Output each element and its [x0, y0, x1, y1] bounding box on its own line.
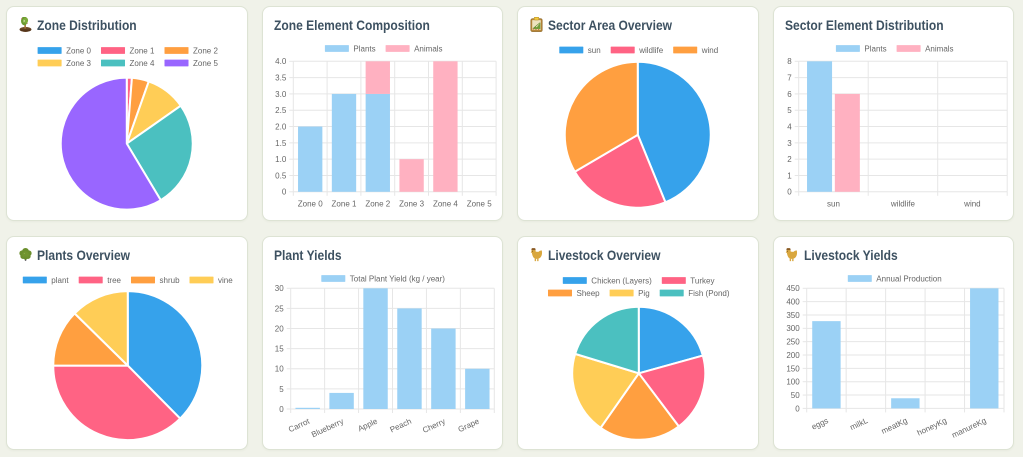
svg-text:0: 0	[795, 404, 800, 413]
svg-text:Animals: Animals	[414, 44, 442, 53]
svg-text:2.5: 2.5	[275, 106, 287, 115]
svg-text:1: 1	[787, 171, 792, 180]
svg-text:8: 8	[787, 57, 792, 66]
svg-text:Sheep: Sheep	[577, 288, 601, 297]
svg-text:2.0: 2.0	[275, 122, 287, 131]
svg-text:Grape: Grape	[456, 416, 480, 434]
svg-text:300: 300	[786, 324, 800, 333]
svg-text:25: 25	[274, 304, 283, 313]
svg-text:2: 2	[787, 155, 792, 164]
svg-text:Pig: Pig	[638, 288, 650, 297]
svg-text:400: 400	[786, 297, 800, 306]
svg-text:Total Plant Yield (kg / year): Total Plant Yield (kg / year)	[349, 274, 444, 283]
svg-text:Zone 0: Zone 0	[66, 46, 91, 55]
svg-text:3.5: 3.5	[275, 74, 287, 83]
svg-text:0: 0	[281, 188, 286, 197]
svg-text:meatKg: meatKg	[879, 416, 908, 436]
svg-text:6: 6	[787, 90, 792, 99]
svg-text:Zone 0: Zone 0	[297, 199, 322, 208]
svg-text:Zone 2: Zone 2	[365, 199, 390, 208]
svg-text:1.0: 1.0	[275, 155, 287, 164]
svg-text:sun: sun	[588, 46, 601, 55]
svg-text:wind: wind	[701, 46, 718, 55]
svg-text:50: 50	[790, 390, 799, 399]
svg-text:0: 0	[279, 404, 284, 413]
svg-text:sun: sun	[827, 199, 840, 208]
svg-text:4: 4	[787, 122, 792, 131]
svg-text:Zone 3: Zone 3	[66, 59, 91, 68]
svg-text:Plants: Plants	[353, 44, 375, 53]
svg-text:30: 30	[274, 284, 283, 293]
svg-text:1.5: 1.5	[275, 139, 287, 148]
svg-text:Annual Production: Annual Production	[876, 274, 941, 283]
svg-text:tree: tree	[107, 275, 121, 284]
svg-text:0: 0	[787, 188, 792, 197]
svg-text:0.5: 0.5	[275, 171, 287, 180]
svg-text:Zone 1: Zone 1	[331, 199, 356, 208]
svg-text:250: 250	[786, 337, 800, 346]
svg-text:manureKg: manureKg	[950, 416, 987, 440]
svg-text:3.0: 3.0	[275, 90, 287, 99]
svg-text:Peach: Peach	[388, 416, 412, 434]
svg-text:Zone 4: Zone 4	[130, 59, 155, 68]
svg-text:450: 450	[786, 284, 800, 293]
svg-text:eggs: eggs	[810, 416, 830, 431]
svg-text:Animals: Animals	[925, 44, 953, 53]
svg-text:10: 10	[274, 364, 283, 373]
svg-text:3: 3	[787, 139, 792, 148]
svg-text:20: 20	[274, 324, 283, 333]
svg-text:100: 100	[786, 377, 800, 386]
svg-text:milkL: milkL	[848, 415, 869, 431]
svg-text:4.0: 4.0	[275, 57, 287, 66]
svg-text:vine: vine	[218, 275, 233, 284]
svg-text:200: 200	[786, 350, 800, 359]
svg-text:honeyKg: honeyKg	[915, 416, 947, 438]
svg-text:Apple: Apple	[356, 416, 379, 433]
svg-text:Cherry: Cherry	[421, 416, 447, 434]
svg-text:7: 7	[787, 74, 792, 83]
svg-text:15: 15	[274, 344, 283, 353]
svg-text:Zone 5: Zone 5	[466, 199, 491, 208]
svg-text:Zone 2: Zone 2	[193, 46, 218, 55]
svg-text:wildlife: wildlife	[638, 46, 664, 55]
svg-text:Zone 4: Zone 4	[432, 199, 457, 208]
svg-text:shrub: shrub	[160, 275, 181, 284]
svg-text:Carrot: Carrot	[287, 416, 312, 434]
svg-text:350: 350	[786, 310, 800, 319]
svg-text:Fish (Pond): Fish (Pond)	[688, 288, 730, 297]
svg-text:plant: plant	[51, 275, 69, 284]
svg-text:150: 150	[786, 364, 800, 373]
svg-text:5: 5	[279, 384, 284, 393]
svg-text:wind: wind	[963, 199, 980, 208]
svg-text:Plants: Plants	[864, 44, 886, 53]
svg-text:Chicken (Layers): Chicken (Layers)	[591, 276, 652, 285]
svg-text:5: 5	[787, 106, 792, 115]
svg-text:Zone 5: Zone 5	[193, 59, 218, 68]
svg-text:Blueberry: Blueberry	[310, 416, 345, 439]
svg-text:Zone 3: Zone 3	[399, 199, 424, 208]
svg-text:wildlife: wildlife	[889, 199, 915, 208]
svg-text:Turkey: Turkey	[690, 276, 714, 285]
svg-text:Zone 1: Zone 1	[130, 46, 155, 55]
